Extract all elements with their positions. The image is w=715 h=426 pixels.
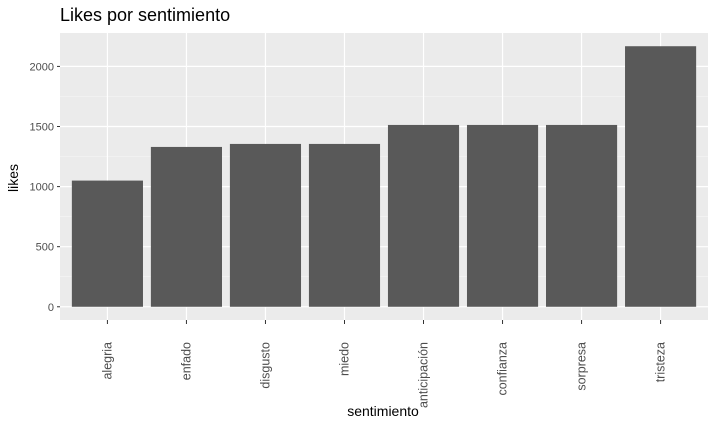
y-axis: 0 500 1000 1500 2000 [30,61,60,314]
y-tick-label: 1500 [30,122,54,134]
bar-sorpresa [546,124,618,307]
x-tick-label: tristeza [654,342,668,382]
y-tick-label: 1000 [30,182,54,194]
x-tick-label: enfado [179,342,193,380]
bar-disgusto [229,143,302,307]
x-tick-label: anticipación [417,342,431,408]
x-tick-label: alegria [100,342,114,380]
bars [71,46,697,307]
x-tick-label: miedo [337,342,351,376]
y-tick-label: 2000 [30,61,54,73]
x-axis-title: sentimiento [347,403,419,419]
x-axis: alegria enfado disgusto miedo anticipación co… [100,320,668,408]
bar-enfado [150,146,222,307]
x-tick-label: disgusto [258,342,272,389]
bar-anticipación [387,124,460,307]
x-tick-label: confianza [496,342,510,396]
y-tick-label: 500 [36,242,54,254]
bar-miedo [308,143,381,307]
x-tick-label: sorpresa [575,342,589,391]
chart-title: Likes por sentimiento [60,5,230,25]
bar-tristeza [625,46,697,307]
bar-alegria [71,180,143,307]
bar-confianza [466,124,539,307]
y-tick-label: 0 [48,302,54,314]
y-axis-title: likes [5,164,21,192]
